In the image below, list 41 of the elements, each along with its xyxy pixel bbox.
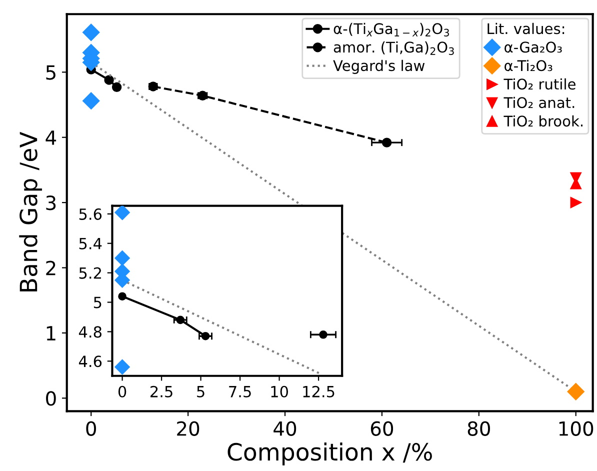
y-tick-label: 3 xyxy=(46,196,56,210)
point xyxy=(82,92,100,110)
y-tick-label: 5.6 xyxy=(79,208,102,220)
legend-label: α-(Ti$_{x}$Ga$_{1−x}$)$_{2}$O$_{3}$ xyxy=(334,22,449,36)
legend-label: α-Ti₂O₃ xyxy=(504,60,552,72)
point xyxy=(567,383,584,400)
legend-label: TiO₂ rutile xyxy=(504,78,576,90)
y-tick-label: 4.8 xyxy=(78,326,102,338)
point xyxy=(114,359,130,375)
x-tick-label: 100 xyxy=(559,421,594,436)
y-axis-title: Band Gap /eV xyxy=(19,132,42,292)
y-tick-label: 5.2 xyxy=(79,267,101,279)
legend-label: TiO₂ brook. xyxy=(504,115,582,127)
x-tick-label: 10 xyxy=(271,386,288,398)
x-tick-label: 5 xyxy=(197,386,204,398)
legend-label: TiO₂ anat. xyxy=(504,96,574,108)
legend-label: α-Ga₂O₃ xyxy=(504,42,562,53)
point xyxy=(114,206,130,220)
x-tick-label: 2.5 xyxy=(150,386,172,398)
y-tick-label: 5 xyxy=(46,65,56,80)
y-tick-label: 4.6 xyxy=(78,356,102,368)
legend-label: Vegard's law xyxy=(333,60,425,74)
y-tick-label: 5.4 xyxy=(79,238,102,250)
point xyxy=(82,24,100,41)
point xyxy=(570,196,582,208)
y-tick-label: 4 xyxy=(46,130,56,145)
x-tick-label: 20 xyxy=(177,421,200,436)
y-tick-label: 1 xyxy=(46,326,56,340)
x-tick-label: 12.5 xyxy=(303,386,334,398)
x-tick-label: 40 xyxy=(274,421,296,436)
legend-title: Lit. values: xyxy=(488,22,564,34)
x-tick-label: 7.5 xyxy=(229,386,251,398)
x-tick-label: 60 xyxy=(370,421,394,436)
x-tick-label: 80 xyxy=(468,421,490,436)
y-tick-label: 5 xyxy=(94,296,102,308)
legend-label: amor. (Ti,Ga)$_{2}$O$_{3}$ xyxy=(334,41,454,55)
x-tick-label: 0 xyxy=(118,386,126,398)
point xyxy=(114,250,130,266)
point xyxy=(118,292,126,301)
y-tick-label: 2 xyxy=(46,260,56,276)
x-axis-title: Composition x /% xyxy=(228,442,432,466)
